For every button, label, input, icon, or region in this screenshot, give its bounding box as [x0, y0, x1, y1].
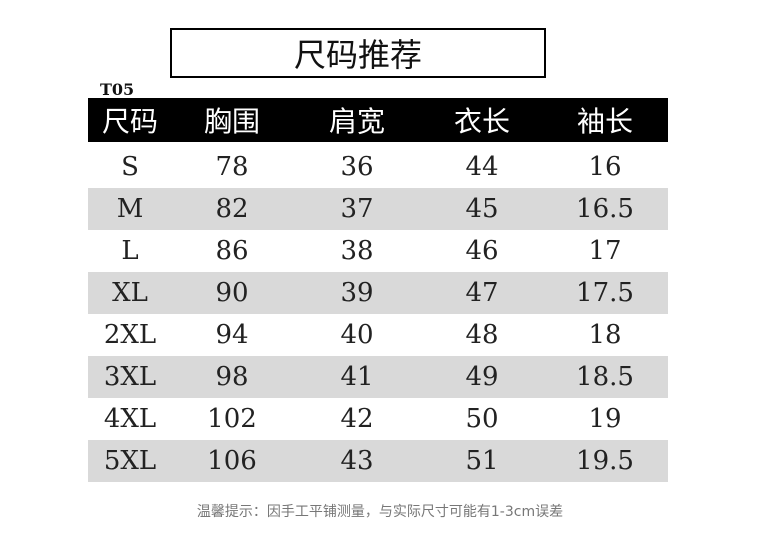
value-cell: 102: [207, 404, 257, 434]
footer-note: 温馨提示：因手工平铺测量，与实际尺寸可能有1-3cm误差: [196, 504, 564, 520]
table-row: 4XL 102 42 50 19: [88, 398, 668, 440]
value-cell: 40: [340, 320, 374, 350]
size-cell: S: [121, 152, 139, 182]
value-cell: 45: [465, 194, 499, 224]
value-cell: 47: [465, 278, 499, 308]
value-cell: 17: [588, 236, 622, 266]
value-cell: 48: [465, 320, 499, 350]
value-cell: 43: [340, 446, 374, 476]
size-table: 尺码 胸围 肩宽 衣长 袖长 S 78 36 44 16 M 82 37 45 16.5 L 86 38…: [88, 98, 668, 482]
size-cell: 2XL: [103, 320, 157, 350]
value-cell: 42: [340, 404, 374, 434]
value-cell: 90: [215, 278, 249, 308]
value-cell: 86: [215, 236, 249, 266]
value-cell: 16: [588, 152, 622, 182]
table-header: 尺码 胸围 肩宽 衣长 袖长: [88, 98, 668, 142]
size-cell: 4XL: [103, 404, 157, 434]
value-cell: 49: [465, 362, 499, 392]
table-row: 3XL 98 41 49 18.5: [88, 356, 668, 398]
value-cell: 98: [215, 362, 249, 392]
value-cell: 37: [340, 194, 374, 224]
value-cell: 17.5: [576, 278, 634, 308]
value-cell: 78: [215, 152, 249, 182]
value-cell: 46: [465, 236, 499, 266]
table-row: 2XL 94 40 48 18: [88, 314, 668, 356]
value-cell: 82: [215, 194, 249, 224]
value-cell: 51: [465, 446, 499, 476]
value-cell: 106: [207, 446, 257, 476]
value-cell: 18.5: [576, 362, 634, 392]
table-row: XL 90 39 47 17.5: [88, 272, 668, 314]
value-cell: 19: [588, 404, 622, 434]
size-cell: L: [121, 236, 139, 266]
size-cell: XL: [112, 278, 148, 308]
style-code: T05: [100, 80, 135, 99]
value-cell: 16.5: [576, 194, 634, 224]
table-row: S 78 36 44 16: [88, 146, 668, 188]
table-row: M 82 37 45 16.5: [88, 188, 668, 230]
table-row: L 86 38 46 17: [88, 230, 668, 272]
table-row: 5XL 106 43 51 19.5: [88, 440, 668, 482]
header-cell: 尺码: [101, 105, 158, 138]
size-cell: 3XL: [103, 362, 157, 392]
size-cell: M: [116, 194, 144, 224]
value-cell: 18: [588, 320, 622, 350]
page-title: 尺码推荐: [170, 28, 546, 78]
size-cell: 5XL: [103, 446, 157, 476]
value-cell: 36: [340, 152, 374, 182]
value-cell: 50: [465, 404, 499, 434]
value-cell: 38: [340, 236, 374, 266]
value-cell: 39: [340, 278, 374, 308]
header-cell: 衣长: [453, 105, 510, 138]
header-cell: 胸围: [203, 105, 260, 138]
header-cell: 袖长: [576, 105, 633, 138]
header-cell: 肩宽: [328, 105, 385, 138]
value-cell: 44: [465, 152, 499, 182]
value-cell: 41: [340, 362, 374, 392]
value-cell: 94: [215, 320, 249, 350]
value-cell: 19.5: [576, 446, 634, 476]
